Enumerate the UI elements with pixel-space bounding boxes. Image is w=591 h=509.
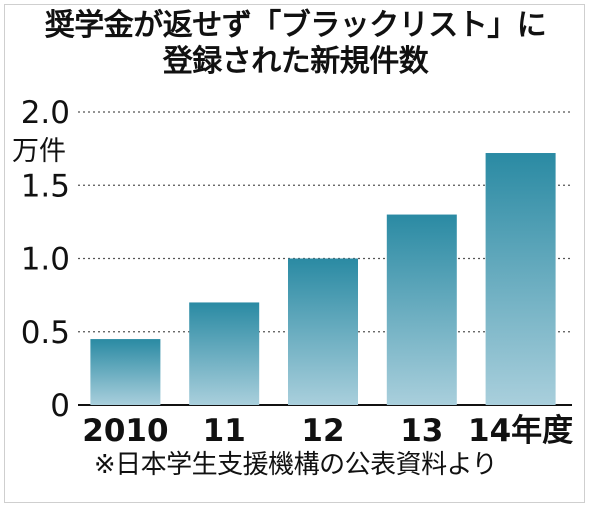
- x-tick-label-2: 12: [301, 413, 344, 449]
- x-tick-label-0: 2010: [82, 413, 168, 449]
- bar-14年度: [485, 153, 556, 405]
- x-tick-label-4: 14年度: [468, 413, 573, 449]
- chart-title-line-2: 登録された新規件数: [162, 44, 429, 79]
- chart-title: 奨学金が返せず「ブラックリスト」に 登録された新規件数: [0, 8, 591, 80]
- source-note: ※日本学生支援機構の公表資料より: [93, 450, 498, 480]
- bar-2010: [90, 339, 161, 405]
- y-tick-label-0: 0: [50, 388, 70, 424]
- y-tick-label-4: 2.0: [21, 95, 70, 131]
- bar-13: [386, 214, 457, 405]
- y-tick-label-1: 0.5: [21, 315, 70, 351]
- bar-11: [189, 302, 260, 405]
- chart-title-line-1: 奨学金が返せず「ブラックリスト」に: [44, 8, 547, 43]
- y-tick-label-2: 1.0: [21, 242, 70, 278]
- x-tick-label-3: 13: [400, 413, 443, 449]
- x-tick-label-1: 11: [203, 413, 246, 449]
- y-unit-label: 万件: [12, 136, 66, 167]
- y-tick-label-3: 1.5: [21, 168, 70, 204]
- bar-12: [288, 258, 358, 405]
